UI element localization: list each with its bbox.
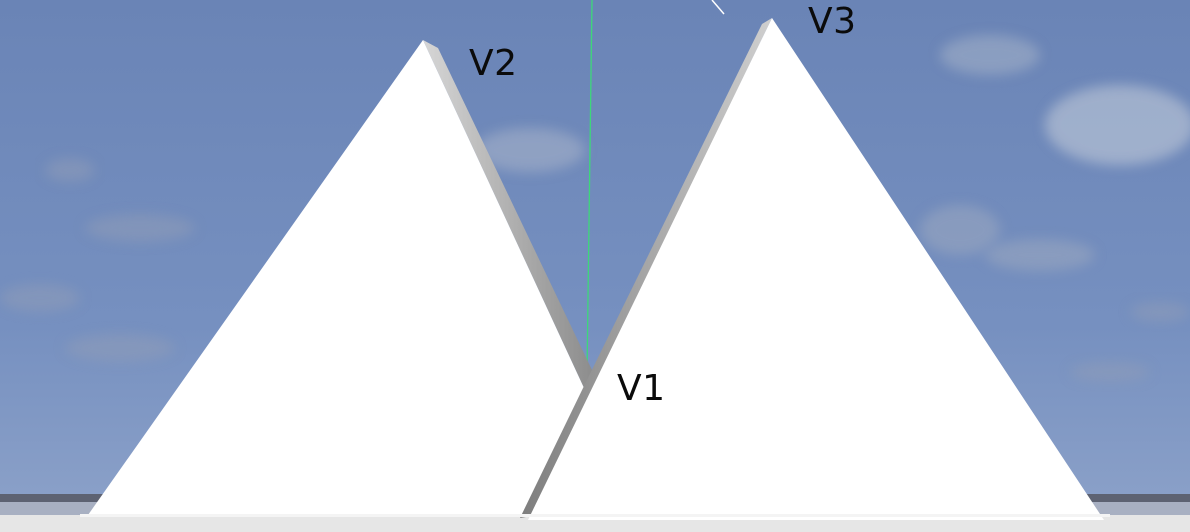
- vertex-label-v1: V1: [617, 368, 666, 409]
- clouds: [0, 35, 1190, 382]
- vertical-axis-line: [586, 0, 593, 373]
- left-triangle: [88, 40, 584, 515]
- right-triangle-edge: [520, 18, 772, 518]
- edge-stroke: [711, 0, 725, 15]
- vertex-label-v3: V3: [808, 1, 857, 42]
- right-triangle: [528, 18, 1104, 520]
- base-line: [80, 514, 1110, 517]
- left-triangle-edge: [423, 40, 592, 388]
- vertex-label-v2: V2: [469, 43, 518, 84]
